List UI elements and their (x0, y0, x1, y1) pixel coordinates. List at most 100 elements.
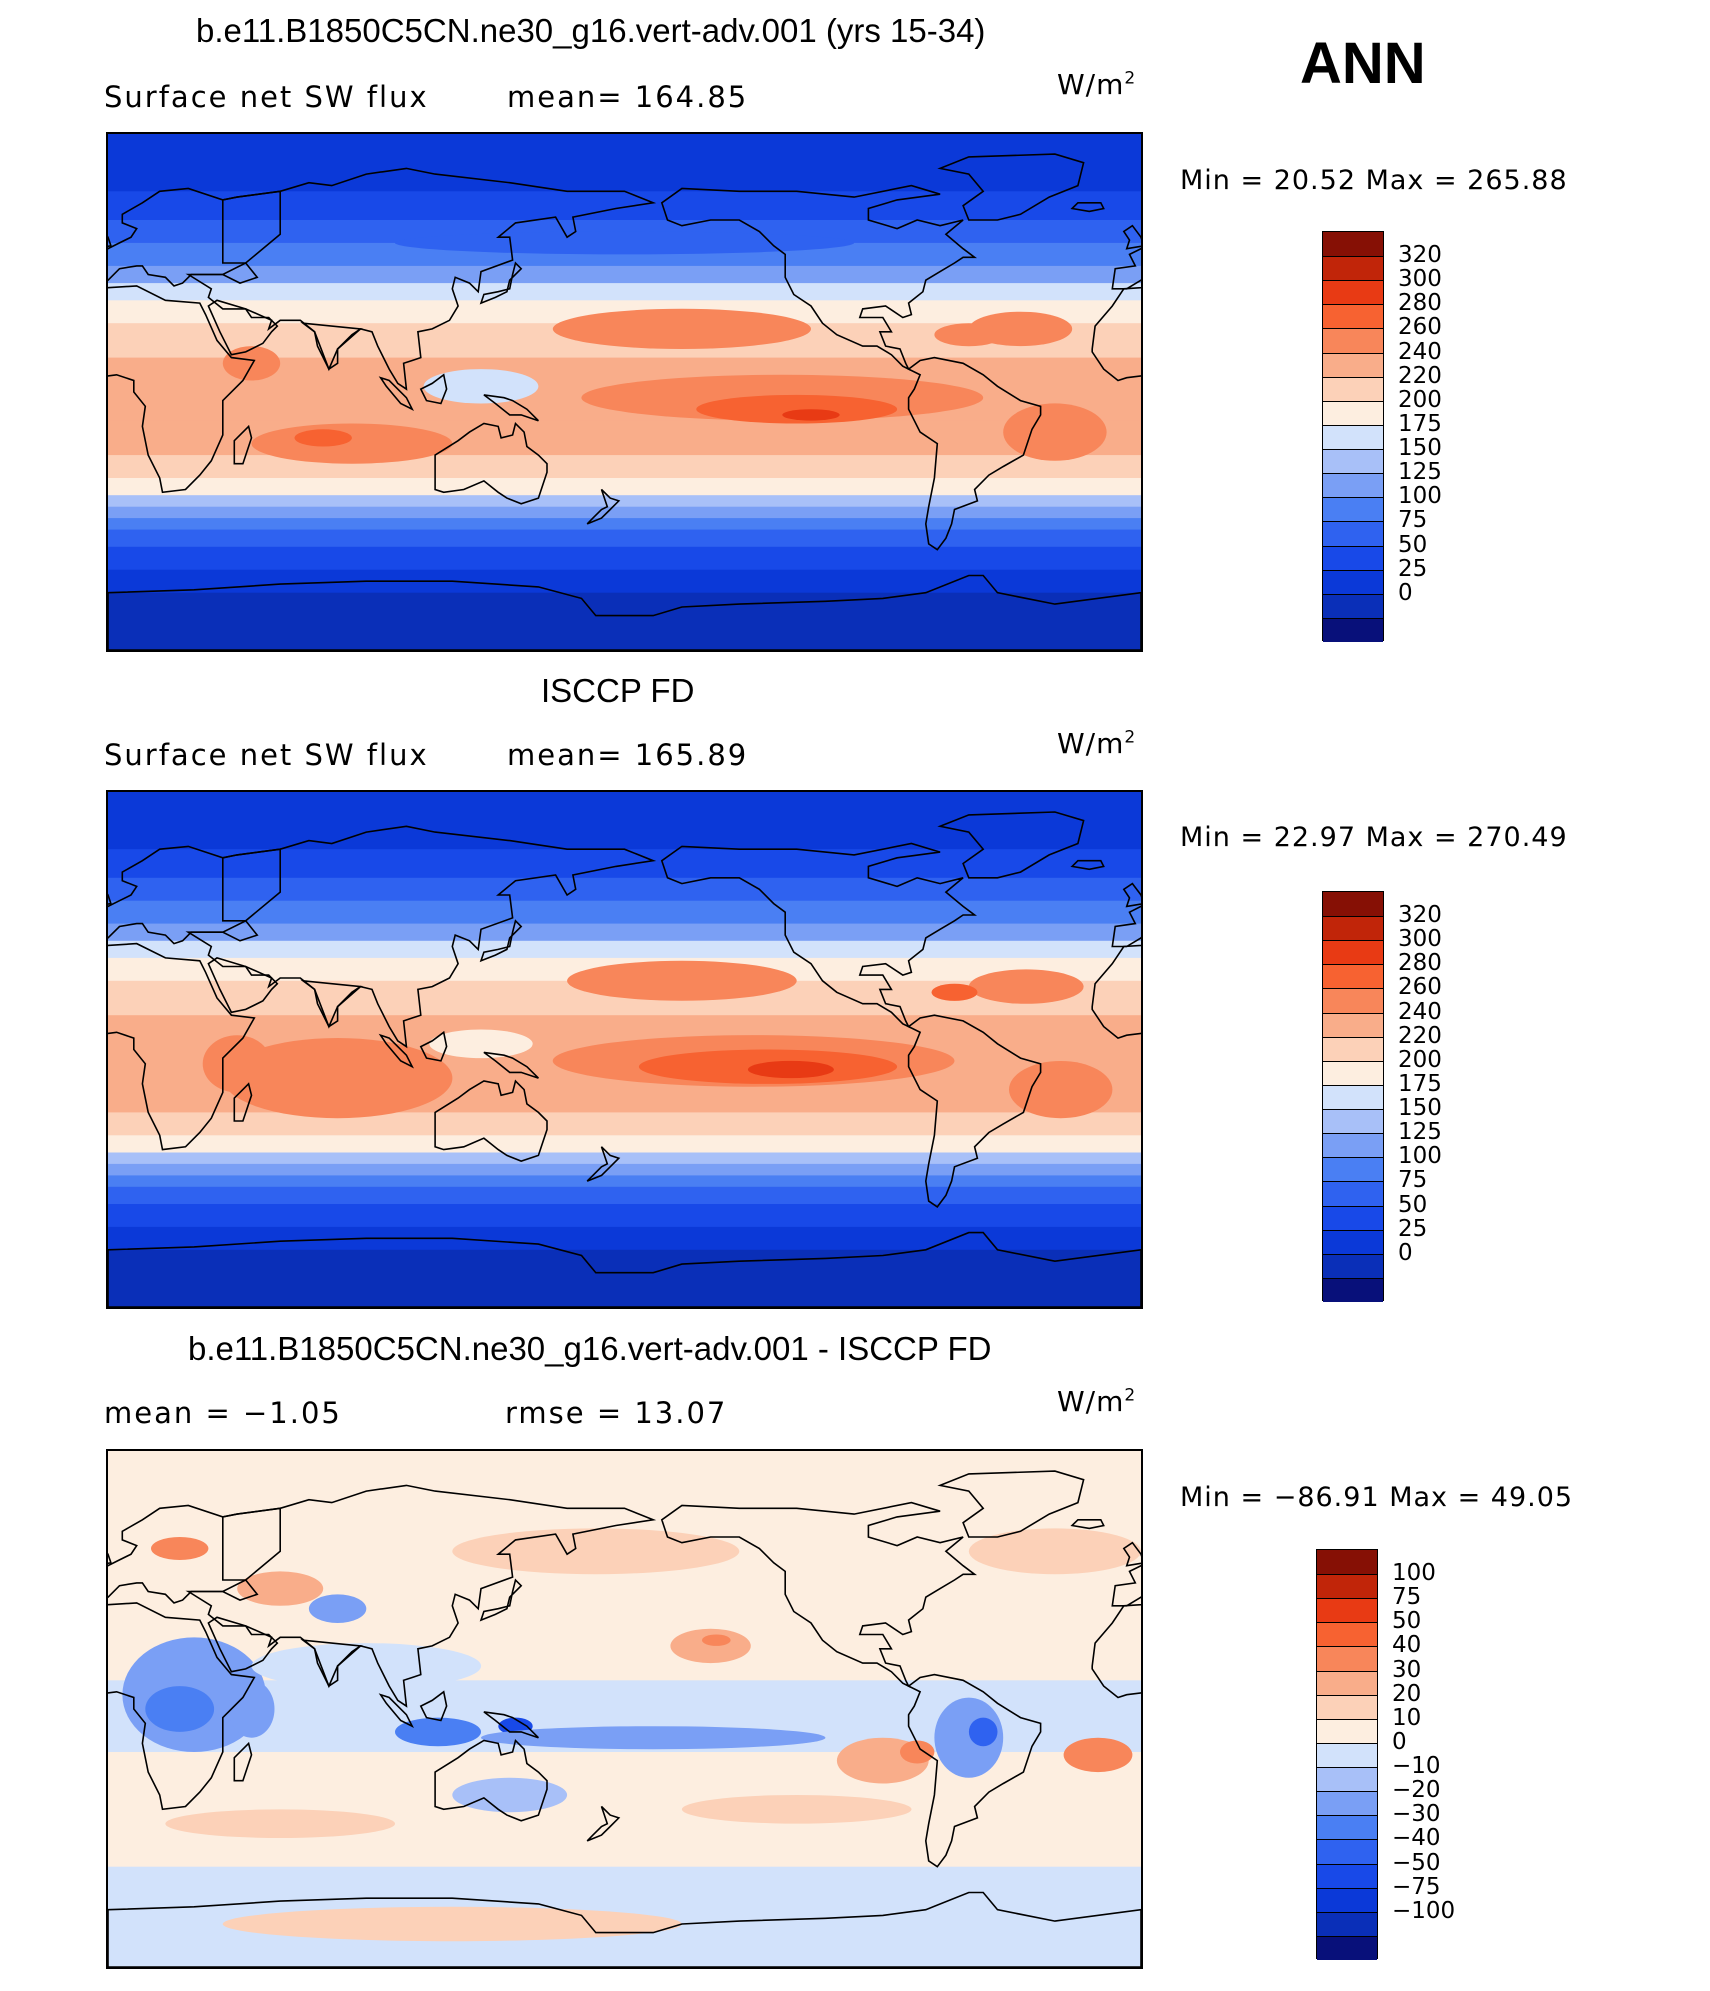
coastline-india (300, 322, 363, 371)
field-contour-region (968, 1717, 998, 1747)
coastline-namerica (660, 184, 978, 371)
coastlines (108, 153, 1141, 650)
colorbar-tick-label: 200 (1398, 1046, 1442, 1073)
panel-2-colorbar-swatches (1322, 891, 1384, 1303)
colorbar-tick-label: 50 (1398, 1191, 1428, 1218)
coastline-iceland (1070, 202, 1105, 213)
panel-3-title: b.e11.B1850C5CN.ne30_g16.vert-adv.001 - … (188, 1330, 992, 1367)
field-contour-region (145, 1686, 215, 1732)
field-band (108, 569, 1141, 594)
colorbar-swatch (1317, 1694, 1377, 1720)
colorbar-swatch (1323, 1253, 1383, 1279)
coastline-asia (185, 1484, 657, 1708)
coastline-uk-wrap (1122, 1541, 1141, 1567)
colorbar-swatch (1317, 1598, 1377, 1623)
coastline-uk (108, 235, 112, 248)
colorbar-swatch (1323, 892, 1383, 917)
colorbar-swatch (1323, 521, 1383, 547)
field-band (108, 242, 1141, 267)
field-contour-region (481, 1726, 826, 1750)
coastline-uk-wrap (1122, 224, 1141, 250)
map-field (108, 792, 1141, 1307)
colorbar-swatch (1323, 545, 1383, 571)
colorbar-swatch (1317, 1767, 1377, 1792)
field-contour-region (931, 983, 978, 1001)
field-contour-region (429, 1029, 533, 1059)
colorbar-tick-label: −100 (1392, 1897, 1456, 1924)
colorbar-tick-label: 0 (1392, 1728, 1407, 1755)
field-band (108, 134, 1141, 192)
field-band (108, 877, 1141, 902)
colorbar-swatch (1317, 1863, 1377, 1889)
coastline-africa (108, 1602, 256, 1811)
field-band (108, 1112, 1141, 1136)
field-band (108, 1135, 1141, 1154)
coastline-africa (108, 285, 256, 494)
panel-1-colorbar-swatches (1322, 231, 1384, 643)
field-contour-region (452, 1528, 740, 1575)
field-contour-region (222, 1906, 682, 1942)
coastline-australia (434, 421, 548, 505)
colorbar-tick-label: −30 (1392, 1801, 1441, 1828)
field-contour-region (1003, 403, 1107, 461)
coastline-japan (479, 261, 523, 305)
colorbar-swatch (1317, 1670, 1377, 1696)
field-contour-region (696, 394, 898, 424)
colorbar-tick-label: −50 (1392, 1849, 1441, 1876)
colorbar-swatch (1323, 1157, 1383, 1182)
colorbar-swatch (1323, 1012, 1383, 1038)
colorbar-tick-label: 25 (1398, 555, 1428, 582)
colorbar-swatch (1317, 1911, 1377, 1937)
panel-2-map-svg (108, 792, 1141, 1307)
field-contour-region (202, 1035, 272, 1093)
field-contour-region (222, 1038, 453, 1119)
coastline-borneo (419, 373, 448, 405)
colorbar-swatch (1317, 1622, 1377, 1647)
panel-1-units: W/m2 (1057, 68, 1137, 101)
coastline-australia (434, 1738, 548, 1822)
field-contour-region (394, 231, 855, 255)
field-contour-region (251, 1643, 482, 1689)
colorbar-tick-label: 125 (1398, 1119, 1442, 1146)
field-contour-region (968, 969, 1084, 1004)
coastline-sumatra (378, 1693, 414, 1728)
coastlines (108, 1470, 1141, 1967)
coastline-japan (479, 919, 523, 963)
panel-2-minmax: Min = 22.97 Max = 270.49 (1180, 822, 1568, 853)
coastline-iceland (1070, 1519, 1105, 1530)
field-contour-region (900, 1740, 935, 1764)
colorbar-swatch (1323, 940, 1383, 965)
colorbar-tick-label: 320 (1398, 902, 1442, 929)
field-contour-region (222, 346, 281, 381)
colorbar-swatch (1323, 1060, 1383, 1086)
coastline-japan (479, 1578, 523, 1622)
colorbar-tick-label: 200 (1398, 386, 1442, 413)
colorbar-tick-label: 300 (1398, 266, 1442, 293)
colorbar-swatch (1323, 569, 1383, 595)
coastline-arabia (207, 1616, 279, 1673)
field-contour-region (395, 1717, 481, 1747)
coastline-newguinea (483, 394, 539, 422)
panel-3-rmse-label: rmse = 13.07 (505, 1396, 728, 1430)
field-contour-region (423, 369, 539, 404)
colorbar-tick-label: 220 (1398, 362, 1442, 389)
coastline-uk (108, 1552, 112, 1565)
field-band (108, 478, 1141, 496)
field-contour-region (552, 308, 811, 349)
coastline-borneo (419, 1030, 448, 1062)
colorbar-tick-label: 280 (1398, 290, 1442, 317)
coastline-newguinea (483, 1051, 539, 1079)
coastline-uk (108, 893, 112, 905)
coastline-greenland (937, 153, 1085, 221)
colorbar-tick-label: 125 (1398, 459, 1442, 486)
colorbar-swatch (1323, 1109, 1383, 1134)
colorbar-swatch (1317, 1839, 1377, 1865)
coastline-sumatra (378, 1033, 415, 1069)
coastline-samerica (907, 1014, 1042, 1208)
panel-2-title: ISCCP FD (541, 672, 695, 709)
field-contour-region (681, 1795, 912, 1824)
colorbar-tick-label: 280 (1398, 950, 1442, 977)
coastline-greenland (937, 811, 1085, 879)
panel-1-map-svg (108, 134, 1141, 650)
colorbar-tick-label: 50 (1398, 531, 1428, 558)
